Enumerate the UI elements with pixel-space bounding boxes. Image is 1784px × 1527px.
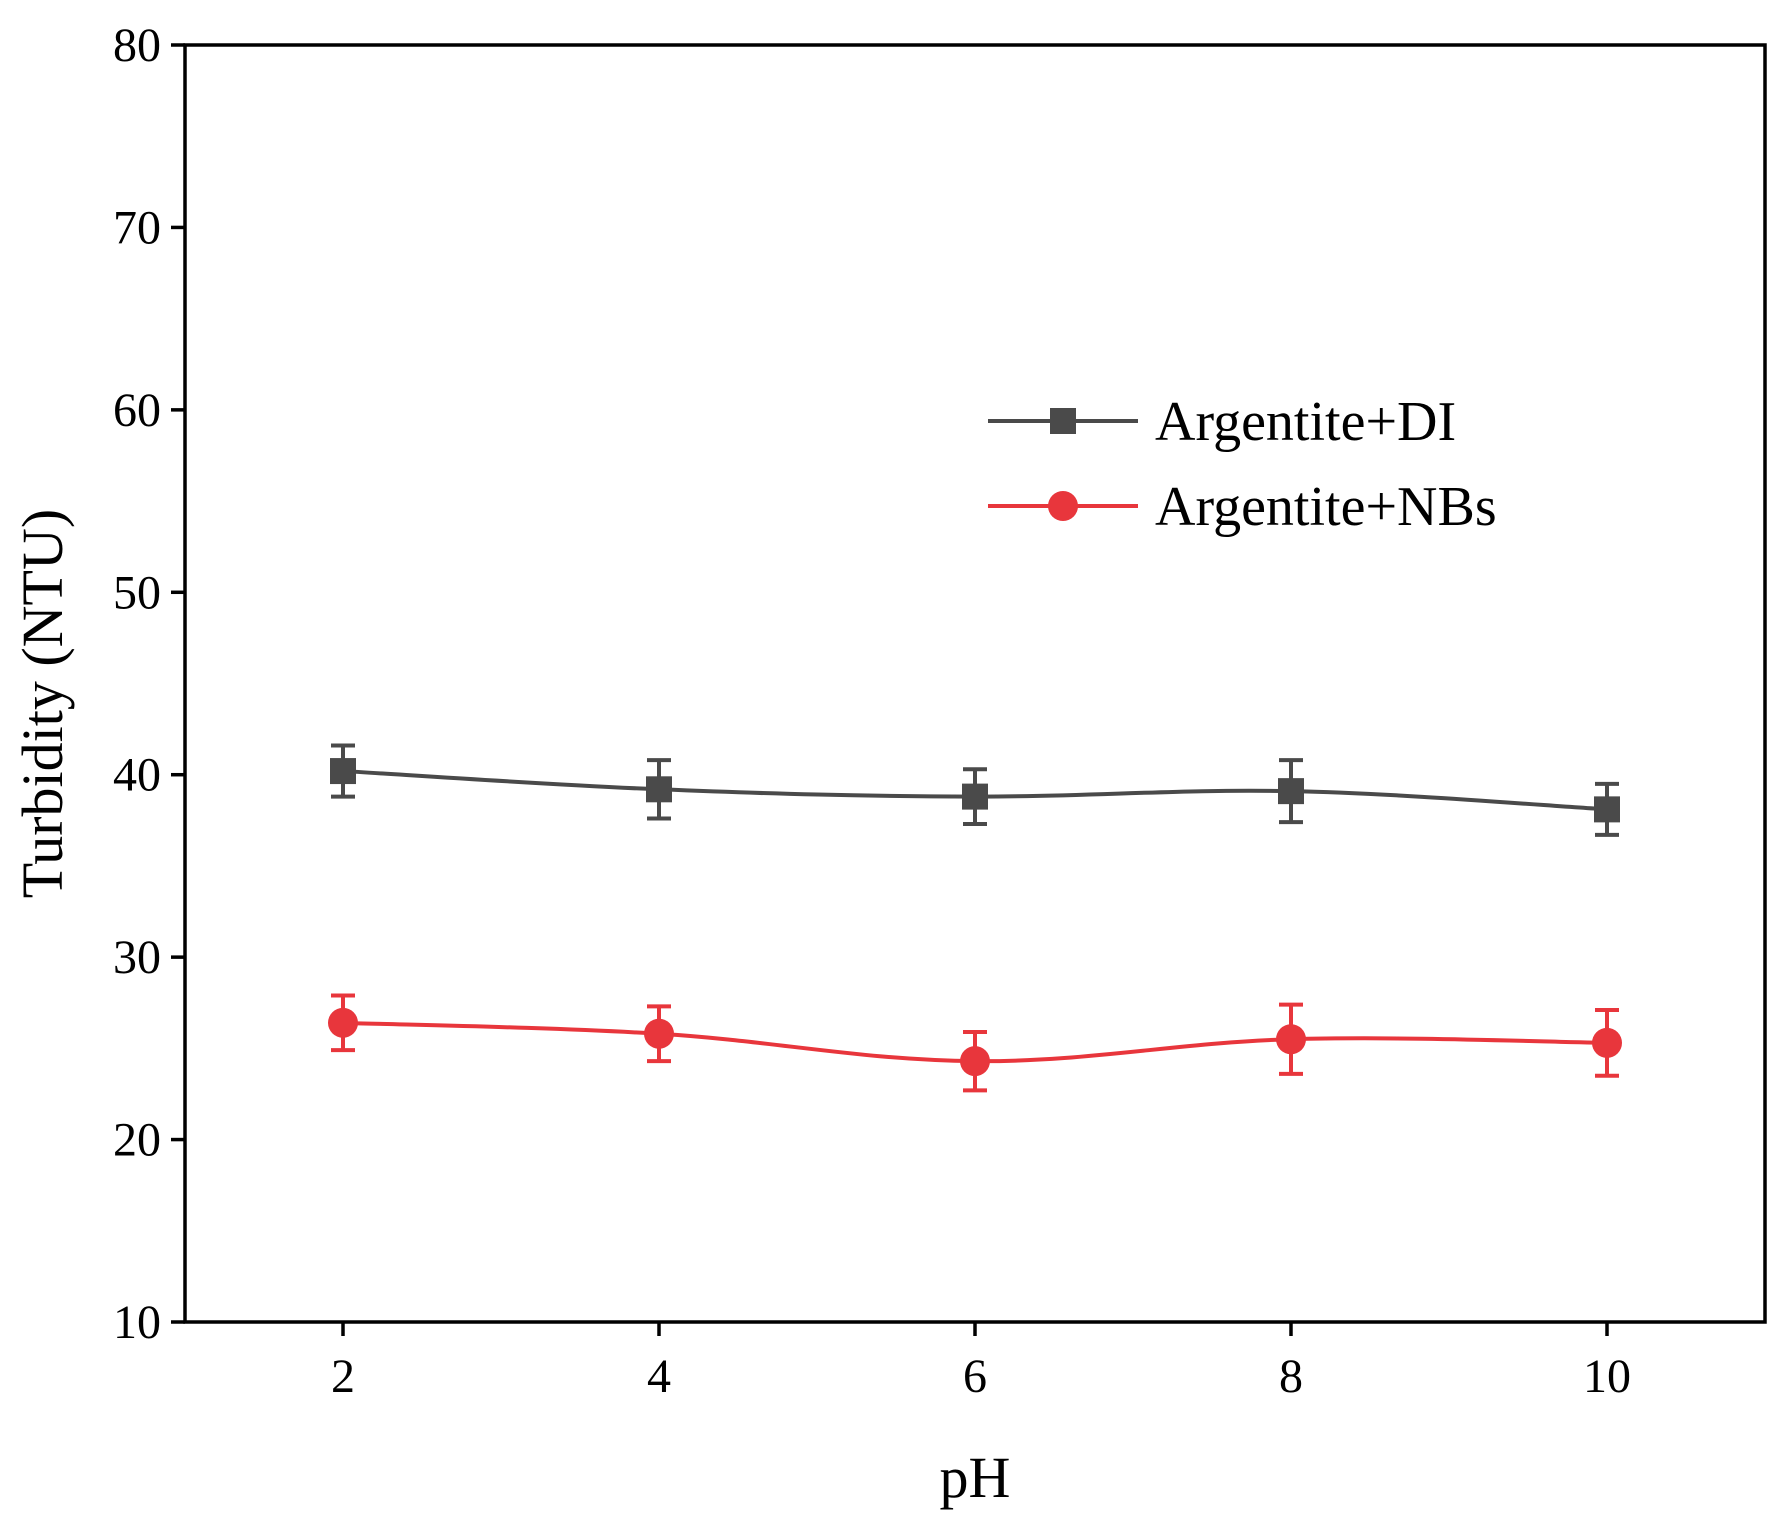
data-point [1594, 796, 1620, 823]
x-axis-title: pH [940, 1445, 1011, 1510]
legend-marker [1050, 408, 1076, 434]
data-point [1276, 1024, 1306, 1055]
legend-label: Argentite+DI [1155, 391, 1456, 453]
x-tick-label: 8 [1279, 1350, 1303, 1403]
data-point [962, 783, 988, 810]
data-point [644, 1018, 674, 1049]
data-point [646, 776, 672, 803]
legend-label: Argentite+NBs [1155, 476, 1497, 538]
y-tick-label: 60 [113, 384, 161, 437]
ticks-layer: 10 20 30 40 50 60 70 80 2 4 6 8 10 [113, 19, 1631, 1403]
data-point [328, 1007, 358, 1038]
y-tick-label: 30 [113, 931, 161, 984]
data-point [1592, 1027, 1622, 1058]
legend-marker [1048, 491, 1078, 521]
series-1 [330, 743, 1620, 837]
x-tick-label: 6 [963, 1350, 987, 1403]
y-axis-title: Turbidity (NTU) [10, 509, 75, 898]
x-tick-label: 2 [331, 1350, 355, 1403]
data-point [330, 758, 356, 785]
legend: Argentite+DI Argentite+NBs [988, 391, 1497, 538]
legend-item-1: Argentite+DI [988, 391, 1456, 453]
x-tick-label: 4 [647, 1350, 671, 1403]
series-layer [328, 743, 1622, 1093]
x-tick-label: 10 [1583, 1350, 1631, 1403]
series-2 [328, 993, 1622, 1093]
y-tick-label: 10 [113, 1296, 161, 1349]
legend-item-2: Argentite+NBs [988, 476, 1497, 538]
y-tick-label: 80 [113, 19, 161, 72]
data-point [1278, 778, 1304, 805]
y-tick-label: 20 [113, 1114, 161, 1167]
y-tick-label: 40 [113, 749, 161, 802]
y-tick-label: 50 [113, 566, 161, 619]
data-point [960, 1046, 990, 1077]
y-tick-label: 70 [113, 201, 161, 254]
